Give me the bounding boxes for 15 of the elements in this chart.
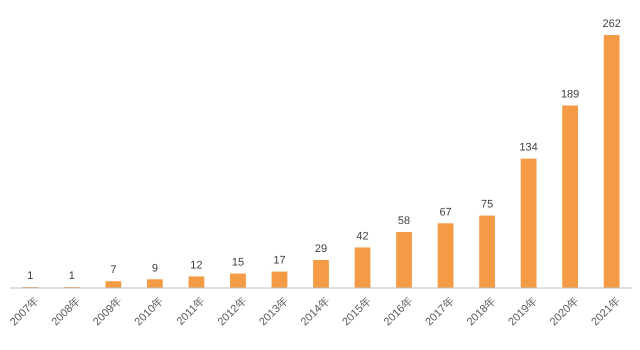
data-label: 15 xyxy=(232,256,244,269)
data-label: 262 xyxy=(602,18,621,30)
data-label: 17 xyxy=(273,254,286,267)
data-label: 67 xyxy=(439,206,452,218)
data-label: 58 xyxy=(398,214,410,227)
data-label: 1 xyxy=(27,270,34,282)
data-label: 29 xyxy=(314,242,328,255)
data-label: 7 xyxy=(110,264,116,276)
data-label: 189 xyxy=(560,88,580,100)
data-label: 75 xyxy=(480,198,494,211)
data-label: 12 xyxy=(190,259,203,272)
data-label: 134 xyxy=(519,142,538,154)
data-label: 9 xyxy=(152,262,158,274)
data-label: 42 xyxy=(356,230,369,242)
data-label: 1 xyxy=(68,270,75,282)
